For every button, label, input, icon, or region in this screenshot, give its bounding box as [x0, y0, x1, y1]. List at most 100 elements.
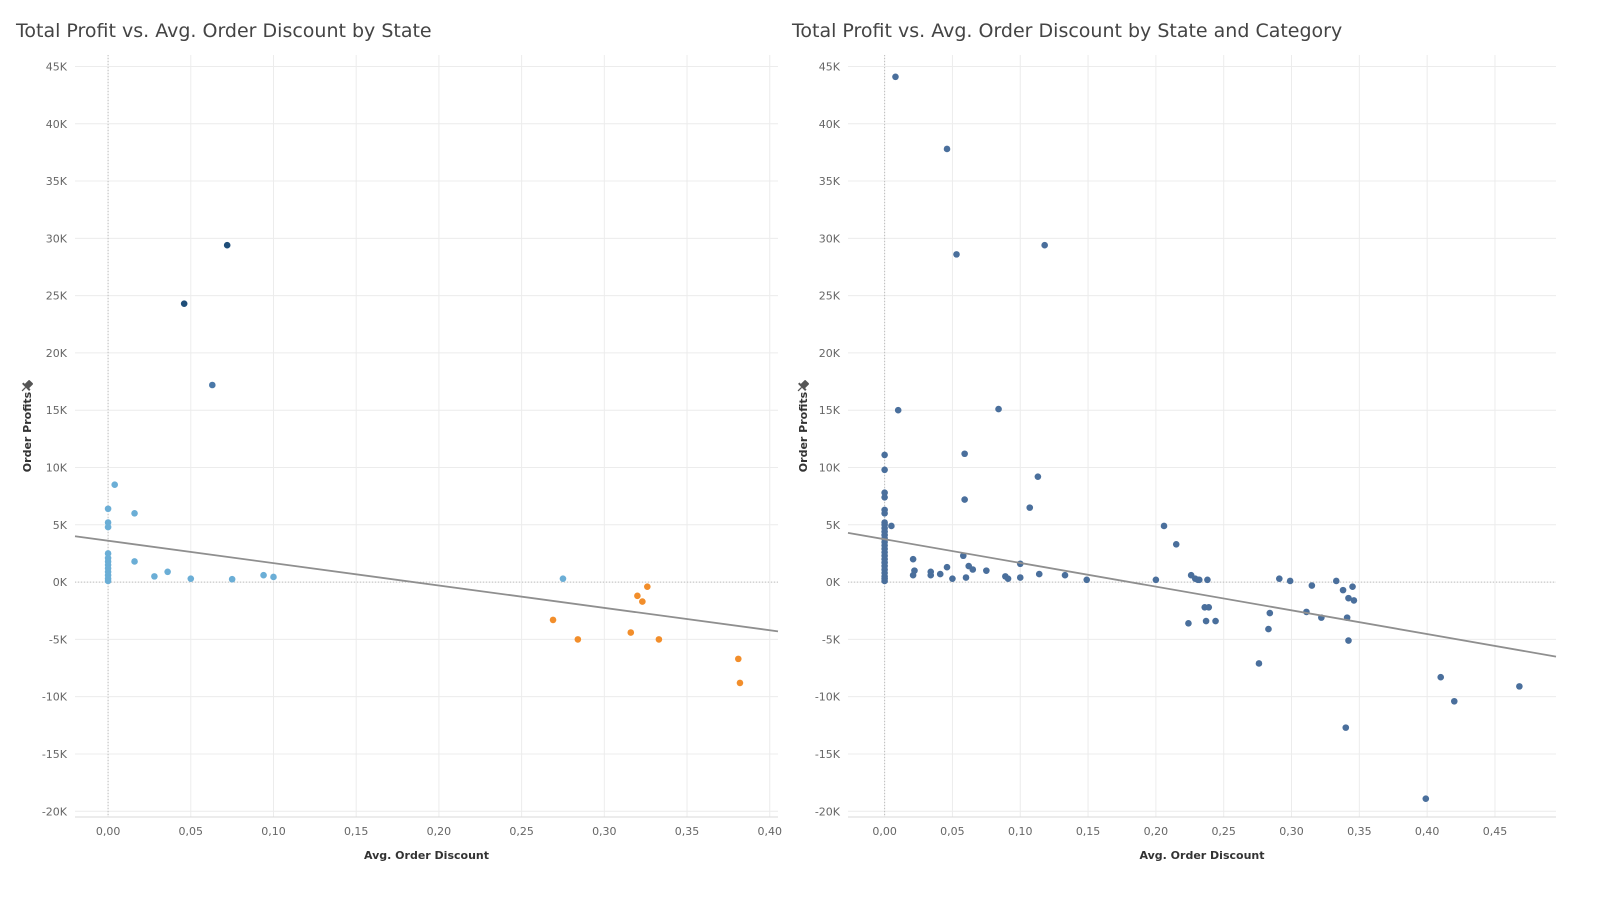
data-point: [969, 566, 977, 573]
x-tick-label: 0,00: [96, 825, 121, 838]
y-tick-label: -5K: [822, 633, 841, 646]
data-point: [1041, 241, 1048, 249]
y-tick-label: 15K: [46, 404, 68, 417]
data-point: [888, 522, 895, 530]
data-point: [881, 466, 888, 474]
scatter-plot[interactable]: -20K -15K -10K -5K 0K 5K 10K 15K 20K 25K 30K 35K 40K…: [0, 0, 790, 900]
data-point: [627, 629, 635, 636]
data-point: [1026, 504, 1034, 511]
x-axis-title: Avg. Order Discount: [1140, 849, 1265, 862]
chart-title: Total Profit vs. Avg. Order Discount by …: [792, 20, 1343, 42]
data-point: [1004, 575, 1012, 582]
x-tick-label: 0,40: [757, 825, 782, 838]
y-tick-label: -15K: [42, 748, 68, 761]
y-tick-label: 25K: [819, 290, 841, 303]
trend-line: [847, 531, 1557, 658]
data-point: [1160, 522, 1168, 530]
data-point: [574, 636, 582, 643]
data-point: [1339, 586, 1347, 594]
x-tick-label: 0,40: [1415, 825, 1440, 838]
y-tick-label: 35K: [819, 175, 841, 188]
data-point: [111, 481, 118, 488]
y-tick-label: 45K: [819, 60, 841, 73]
data-point: [644, 583, 651, 590]
y-tick-label: 5K: [53, 519, 68, 532]
pin-icon: [21, 380, 33, 392]
data-point: [223, 241, 231, 249]
y-tick-label: 40K: [819, 118, 841, 131]
data-point: [1185, 620, 1192, 627]
data-point: [995, 405, 1002, 413]
data-point: [270, 573, 277, 581]
trend-line: [74, 535, 779, 633]
data-point: [881, 489, 888, 497]
data-point: [639, 598, 646, 605]
x-tick-label: 0,15: [1076, 825, 1101, 838]
chart-title: Total Profit vs. Avg. Order Discount by …: [16, 20, 432, 42]
x-tick-label: 0,25: [509, 825, 534, 838]
x-tick-label: 0,05: [179, 825, 204, 838]
data-point: [1422, 795, 1430, 802]
y-tick-label: 35K: [46, 175, 68, 188]
x-tick-label: 0,45: [1483, 825, 1508, 838]
scatter-plot[interactable]: -20K -15K -10K -5K 0K 5K 10K 15K 20K 25K 30K 35K 40K…: [776, 0, 1600, 900]
data-point: [1265, 625, 1272, 633]
data-point: [1152, 576, 1160, 584]
data-point: [881, 510, 888, 517]
y-tick-label: 10K: [46, 462, 68, 475]
x-tick-label: 0,30: [592, 825, 617, 838]
y-tick-label: -20K: [42, 805, 68, 818]
x-tick-label: 0,30: [1279, 825, 1304, 838]
chart-panel-right: Total Profit vs. Avg. Order Discount by …: [776, 0, 1600, 900]
chart-panel-left: Total Profit vs. Avg. Order Discount by …: [0, 0, 790, 900]
data-point: [1345, 594, 1352, 602]
data-point: [894, 406, 902, 414]
data-point: [1034, 473, 1042, 480]
data-point: [559, 575, 567, 582]
data-point: [881, 494, 888, 501]
data-point: [180, 300, 188, 307]
data-point: [1266, 609, 1274, 617]
data-point: [1202, 617, 1210, 625]
y-tick-label: -5K: [49, 633, 68, 646]
pin-icon: [797, 380, 809, 392]
data-point: [549, 616, 557, 624]
data-point: [1255, 660, 1263, 667]
data-point: [131, 510, 138, 517]
y-tick-label: 0K: [826, 576, 841, 589]
data-point: [936, 570, 944, 578]
data-point: [962, 574, 970, 581]
data-point: [1308, 582, 1316, 589]
data-point: [1212, 617, 1219, 625]
data-point: [1350, 597, 1358, 604]
data-point: [1516, 683, 1523, 690]
data-point: [1286, 577, 1294, 585]
data-point: [735, 655, 742, 663]
data-point: [943, 563, 951, 571]
data-point: [1204, 576, 1211, 584]
data-point: [208, 381, 216, 389]
x-tick-label: 0,20: [427, 825, 452, 838]
x-tick-label: 0,35: [675, 825, 700, 838]
y-tick-label: -15K: [815, 748, 841, 761]
x-tick-label: 0,25: [1211, 825, 1236, 838]
x-tick-label: 0,00: [872, 825, 897, 838]
x-tick-label: 0,05: [940, 825, 965, 838]
y-tick-label: 20K: [46, 347, 68, 360]
x-tick-label: 0,15: [344, 825, 369, 838]
data-point: [151, 573, 158, 580]
y-tick-label: 15K: [819, 404, 841, 417]
data-point: [104, 505, 112, 513]
data-point: [1345, 637, 1352, 644]
y-tick-label: 5K: [826, 519, 841, 532]
data-point: [1172, 540, 1180, 548]
data-point: [131, 558, 138, 565]
y-tick-label: 10K: [819, 462, 841, 475]
x-tick-label: 0,20: [1144, 825, 1169, 838]
data-point: [1342, 724, 1350, 731]
y-tick-label: 0K: [53, 576, 68, 589]
data-point: [1437, 673, 1445, 681]
data-point: [881, 451, 888, 459]
data-point: [104, 523, 112, 531]
data-point: [164, 568, 171, 576]
